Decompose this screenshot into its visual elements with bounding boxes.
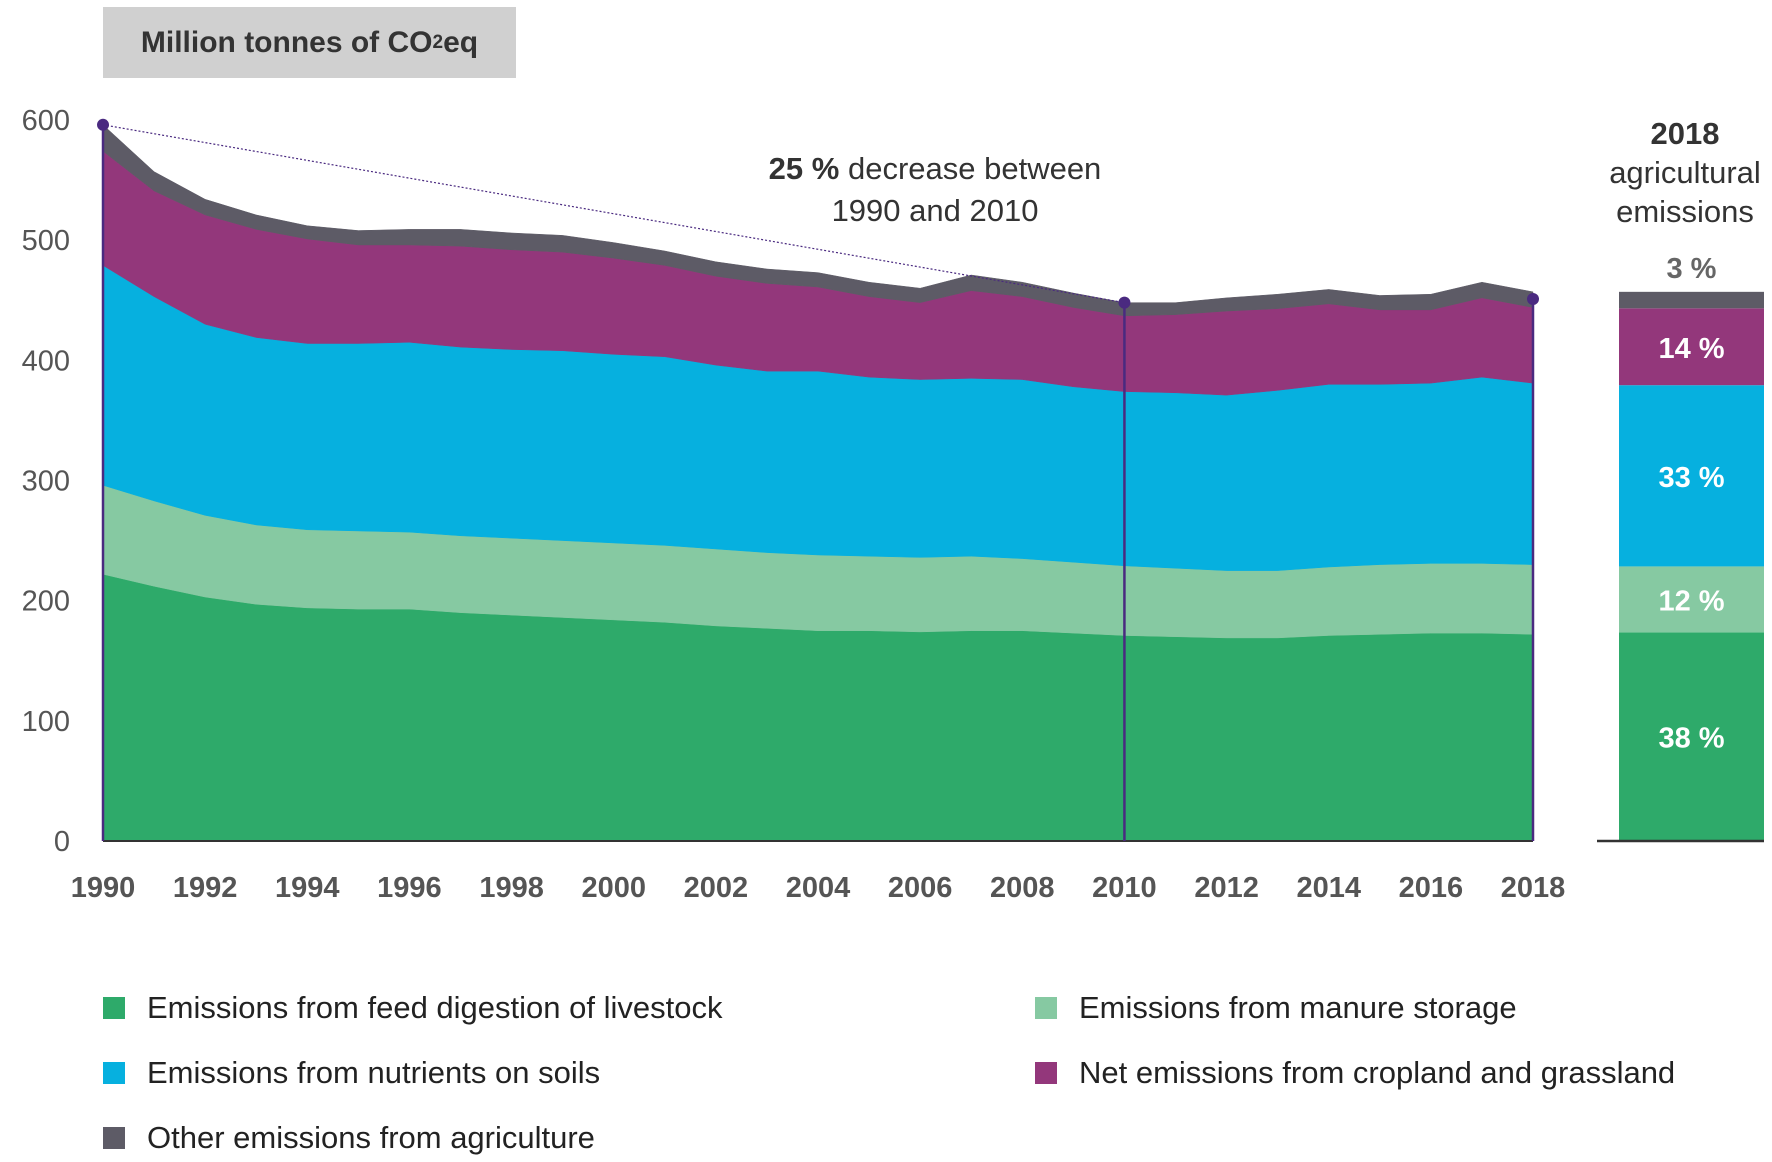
x-tick-label: 1998	[479, 872, 544, 904]
x-tick-label: 2008	[990, 872, 1055, 904]
x-tick-label: 2000	[581, 872, 646, 904]
side-bar-segment	[1619, 632, 1764, 841]
side-panel-year: 2018	[1650, 116, 1720, 151]
x-tick-label: 2006	[888, 872, 953, 904]
legend-swatch	[103, 1062, 125, 1084]
legend-swatch	[103, 1127, 125, 1149]
x-tick-label: 1994	[275, 872, 340, 904]
x-tick-label: 1990	[71, 872, 136, 904]
x-tick-label: 1992	[173, 872, 238, 904]
side-bar-segment	[1619, 385, 1764, 567]
area-series	[102, 124, 1534, 842]
side-bar-2018: 38 % 12 % 33 % 14 % 3 %	[1597, 253, 1764, 843]
decrease-annotation: 25 % decrease between 1990 and 2010	[700, 148, 1170, 232]
legend-swatch	[1035, 997, 1057, 1019]
y-tick-label: 300	[22, 466, 70, 498]
side-bar-label: 14 %	[1658, 333, 1724, 365]
marker-dot	[1118, 296, 1131, 309]
legend-item-livestock: Emissions from feed digestion of livesto…	[103, 990, 722, 1026]
x-tick-label: 1996	[377, 872, 442, 904]
side-bar-label: 3 %	[1667, 253, 1717, 285]
marker-dot	[1527, 293, 1539, 306]
legend: Emissions from feed digestion of livesto…	[103, 990, 1763, 1160]
legend-label: Net emissions from cropland and grasslan…	[1079, 1055, 1676, 1090]
annotation-text: decrease between	[839, 151, 1102, 186]
x-tick-label: 2012	[1194, 872, 1259, 904]
legend-swatch	[1035, 1062, 1057, 1084]
legend-item-other: Other emissions from agriculture	[103, 1120, 595, 1156]
y-tick-label: 200	[22, 586, 70, 618]
unit-label-subscript: 2	[432, 31, 444, 53]
legend-label: Emissions from nutrients on soils	[147, 1055, 601, 1090]
annotation-markers	[97, 118, 1539, 842]
axis-ticks: 0 100 200 300 400 500 600 1990 1992 1994 1996 1998 2…	[22, 105, 1566, 904]
side-bar-label: 38 %	[1658, 723, 1724, 755]
unit-label-tail: eq	[443, 25, 479, 59]
side-bar-label: 33 %	[1658, 462, 1724, 494]
unit-label-box: Million tonnes of CO 2 eq	[103, 7, 516, 78]
x-tick-label: 2014	[1296, 872, 1361, 904]
x-tick-label: 2002	[684, 872, 749, 904]
legend-label: Emissions from feed digestion of livesto…	[147, 990, 723, 1025]
y-tick-label: 400	[22, 345, 70, 377]
marker-dot	[97, 118, 109, 131]
side-bar-segment	[1619, 291, 1764, 309]
legend-item-cropland: Net emissions from cropland and grasslan…	[1035, 1055, 1675, 1091]
x-tick-label: 2016	[1399, 872, 1464, 904]
side-bar-segment	[1619, 566, 1764, 633]
x-tick-label: 2004	[786, 872, 851, 904]
side-bar-label: 12 %	[1658, 585, 1724, 617]
side-panel-label-1: agricultural	[1609, 155, 1761, 190]
legend-label: Other emissions from agriculture	[147, 1120, 595, 1155]
y-tick-label: 0	[54, 826, 70, 858]
side-panel-label-2: emissions	[1616, 194, 1754, 229]
legend-item-manure: Emissions from manure storage	[1035, 990, 1517, 1026]
y-tick-label: 100	[22, 706, 70, 738]
side-bar-segment	[1619, 308, 1764, 386]
x-tick-label: 2018	[1501, 872, 1566, 904]
y-tick-label: 600	[22, 105, 70, 137]
legend-item-soils: Emissions from nutrients on soils	[103, 1055, 600, 1091]
decrease-trend-line	[102, 124, 1125, 304]
unit-label-main: Million tonnes of CO	[140, 25, 433, 59]
legend-label: Emissions from manure storage	[1079, 990, 1517, 1025]
side-panel-title: 2018 agricultural emissions	[1590, 114, 1772, 231]
legend-swatch	[103, 997, 125, 1019]
annotation-percent: 25 %	[768, 151, 840, 186]
x-tick-label: 2010	[1092, 872, 1157, 904]
annotation-line2: 1990 and 2010	[831, 193, 1039, 228]
y-tick-label: 500	[22, 225, 70, 257]
